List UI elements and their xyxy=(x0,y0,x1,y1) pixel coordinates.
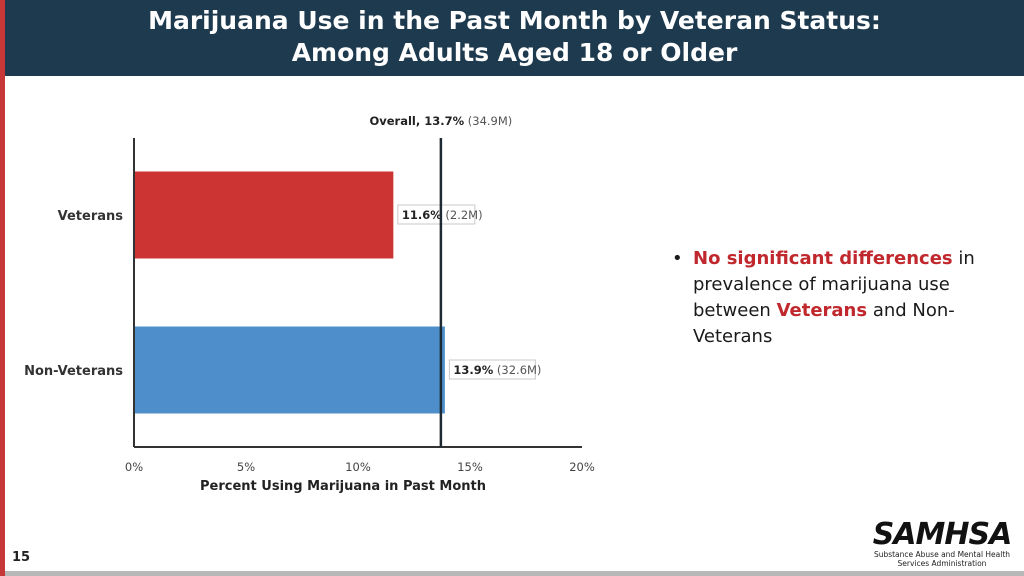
bar-veterans xyxy=(133,170,395,260)
footer-bar xyxy=(5,571,1024,576)
x-tick-label: 5% xyxy=(237,460,255,474)
logo-subtitle-line2: Services Administration xyxy=(897,559,987,568)
left-accent-bar xyxy=(0,0,5,576)
data-label-value: 13.9% xyxy=(453,363,493,377)
title-banner: Marijuana Use in the Past Month by Veter… xyxy=(5,0,1024,76)
bullet-dot-icon: • xyxy=(672,248,683,269)
bullet-text: No significant differences in prevalence… xyxy=(693,246,992,350)
bullet-text-segment: and Non-Veterans xyxy=(693,300,955,347)
data-label: 11.6% (2.2M) xyxy=(402,208,483,222)
slide-title-line2: Among Adults Aged 18 or Older xyxy=(291,38,738,67)
bullet-item: • No significant differences in prevalenc… xyxy=(672,246,992,350)
key-finding-bullets: • No significant differences in prevalenc… xyxy=(672,246,992,350)
data-label: 13.9% (32.6M) xyxy=(453,363,541,377)
x-tick-label: 15% xyxy=(457,460,483,474)
logo-wordmark: SAMHSA xyxy=(872,517,1013,552)
bar-chart: Veterans 11.6% (2.2M) Non-Veterans 13.9% (3… xyxy=(24,114,595,494)
logo-subtitle-line1: Substance Abuse and Mental Health xyxy=(873,550,1011,559)
highlighted-text: No significant differences xyxy=(693,248,953,269)
reference-line-label: Overall, 13.7% (34.9M) xyxy=(369,114,512,128)
data-label-count: (32.6M) xyxy=(493,363,541,377)
highlighted-text: Veterans xyxy=(776,300,868,321)
bar-non-veterans xyxy=(133,325,446,415)
x-tick-label: 0% xyxy=(125,460,143,474)
samhsa-logo: SAMHSA Substance Abuse and Mental Health… xyxy=(872,517,1013,569)
reference-line-count: (34.9M) xyxy=(464,114,512,128)
data-label-box xyxy=(397,204,476,225)
category-label: Veterans xyxy=(58,209,124,224)
x-tick-label: 10% xyxy=(345,460,371,474)
x-axis-title: Percent Using Marijuana in Past Month xyxy=(200,479,486,494)
data-label-value: 11.6% xyxy=(402,208,442,222)
slide-title-line1: Marijuana Use in the Past Month by Veter… xyxy=(148,6,881,35)
page-number: 15 xyxy=(12,550,31,565)
data-label-box xyxy=(448,359,536,380)
x-tick-label: 20% xyxy=(569,460,595,474)
category-label: Non-Veterans xyxy=(24,364,123,379)
bullet-text-segment: in prevalence of marijuana use between xyxy=(693,248,975,321)
data-label-count: (2.2M) xyxy=(442,208,483,222)
reference-line-value: Overall, 13.7% xyxy=(369,114,464,128)
